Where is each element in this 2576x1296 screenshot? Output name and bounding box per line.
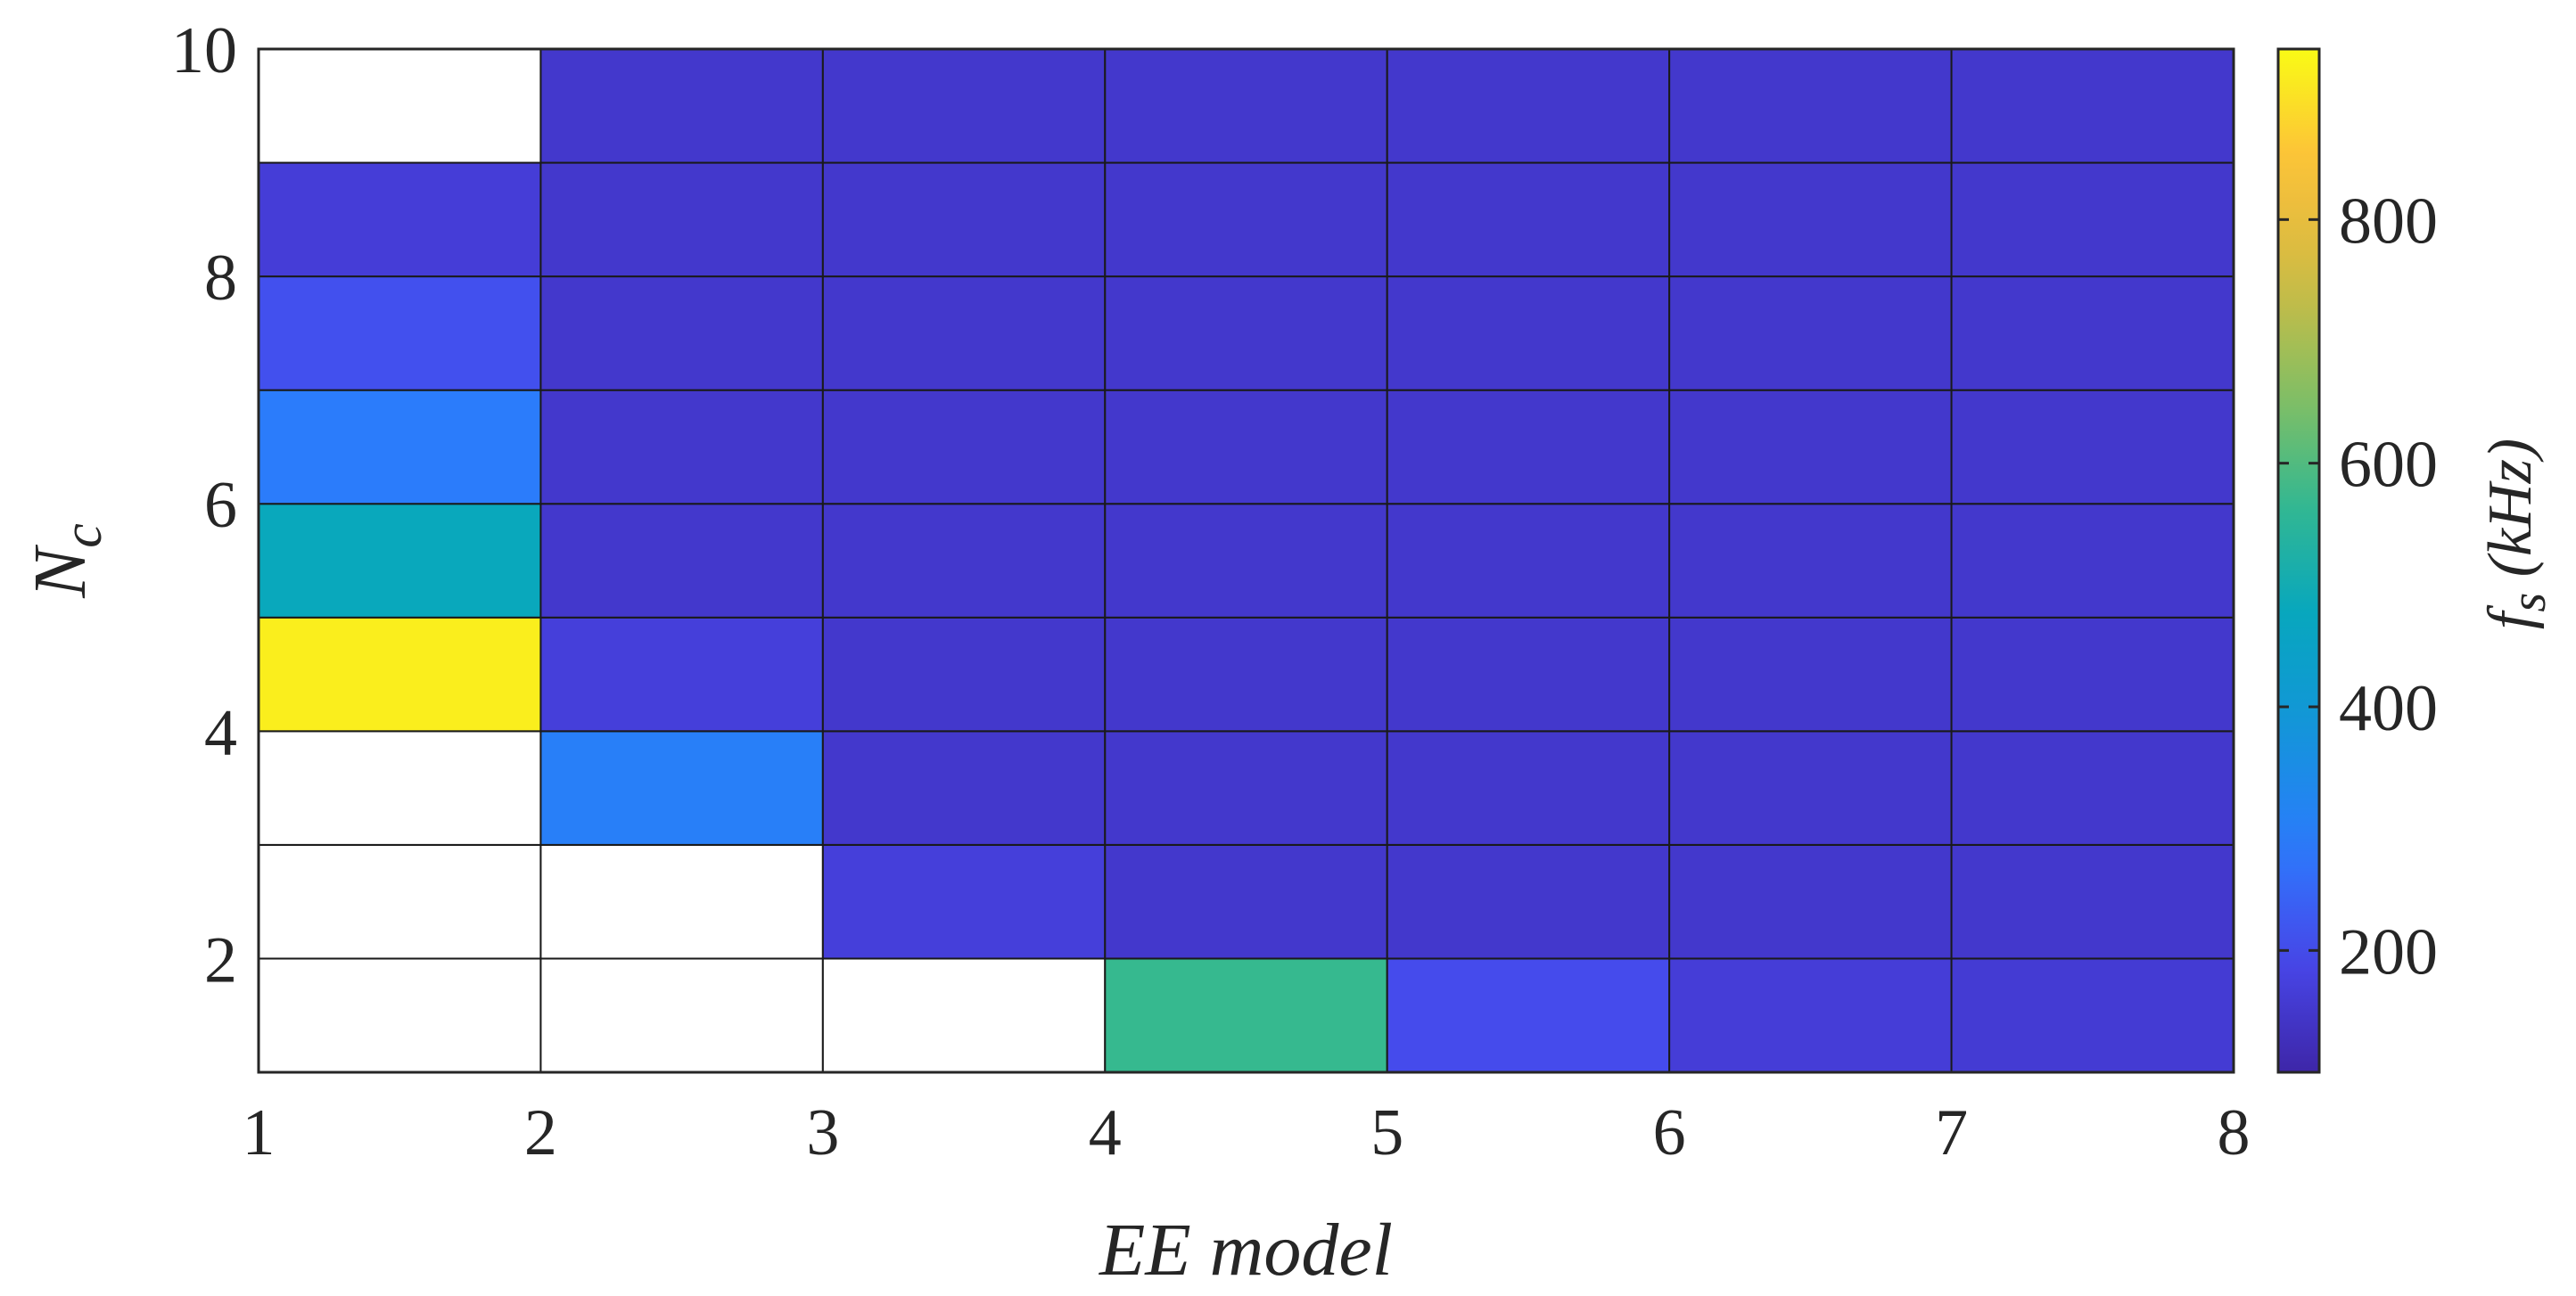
- heatmap-cell: [258, 389, 542, 505]
- heatmap-cell: [1950, 389, 2235, 505]
- heatmap-cell: [1386, 161, 1671, 278]
- y-tick-label: 6: [204, 469, 237, 542]
- y-tick-label: 4: [204, 696, 237, 769]
- heatmap-cell: [1668, 48, 1953, 164]
- heatmap-cell: [1104, 161, 1388, 278]
- heatmap-cell: [1668, 275, 1953, 391]
- heatmap-cell: [1386, 503, 1671, 619]
- y-tick-label: 8: [204, 242, 237, 315]
- colorbar-tick-label: 800: [2339, 185, 2438, 258]
- heatmap-cell: [1386, 48, 1671, 164]
- heatmap-cell: [539, 48, 824, 164]
- heatmap-cell: [1668, 503, 1953, 619]
- x-tick-label: 5: [1370, 1096, 1403, 1169]
- plot-frame: [257, 47, 2235, 1074]
- heatmap-cell: [1104, 843, 1388, 960]
- heatmap-cell: [1950, 957, 2235, 1074]
- heatmap-cell: [258, 616, 542, 733]
- y-axis-title: Nc: [19, 523, 113, 599]
- heatmap-cell: [539, 389, 824, 505]
- heatmap-cell: [1668, 957, 1953, 1074]
- heatmap-cell: [539, 843, 824, 960]
- heatmap-cell: [1668, 616, 1953, 733]
- heatmap-cells: [258, 48, 2235, 1074]
- colorbar-ticks: 200 400 600 800: [2278, 185, 2438, 988]
- heatmap-cell: [1668, 161, 1953, 278]
- heatmap-cell: [539, 957, 824, 1074]
- heatmap-cell: [821, 957, 1107, 1074]
- x-tick-label: 8: [2218, 1096, 2251, 1169]
- y-tick-label: 10: [171, 14, 237, 87]
- heatmap-cell: [821, 616, 1107, 733]
- heatmap-cell: [1668, 730, 1953, 846]
- colorbar: [2276, 47, 2321, 1074]
- heatmap-cell: [258, 161, 542, 278]
- heatmap-cell: [1668, 843, 1953, 960]
- heatmap-cell: [1950, 161, 2235, 278]
- heatmap-cell: [258, 503, 542, 619]
- heatmap-cell: [1104, 389, 1388, 505]
- heatmap-cell: [1668, 389, 1953, 505]
- heatmap-cell: [1386, 616, 1671, 733]
- colorbar-tick-label: 600: [2339, 429, 2438, 502]
- x-axis-ticks: 1 2 3 4 5 6 7 8: [243, 1096, 2251, 1169]
- heatmap-cell: [821, 48, 1107, 164]
- heatmap-cell: [539, 503, 824, 619]
- heatmap-cell: [1950, 275, 2235, 391]
- y-axis-title-subscript: c: [53, 523, 113, 548]
- heatmap-cell: [1950, 48, 2235, 164]
- heatmap-cell: [821, 730, 1107, 846]
- heatmap-cell: [821, 843, 1107, 960]
- heatmap-cell: [1386, 275, 1671, 391]
- heatmap-cell: [539, 275, 824, 391]
- heatmap-cell: [1950, 616, 2235, 733]
- heatmap-cell: [821, 275, 1107, 391]
- heatmap-cell: [258, 48, 542, 164]
- heatmap-cell: [258, 957, 542, 1074]
- x-tick-label: 7: [1935, 1096, 1968, 1169]
- x-axis-title: EE model: [1099, 1209, 1393, 1292]
- heatmap-cell: [539, 616, 824, 733]
- heatmap-cell: [1104, 48, 1388, 164]
- heatmap-cell: [1104, 957, 1388, 1074]
- x-tick-label: 2: [524, 1096, 557, 1169]
- heatmap-cell: [821, 389, 1107, 505]
- colorbar-tick-label: 200: [2339, 915, 2438, 988]
- heatmap-cell: [539, 161, 824, 278]
- heatmap-cell: [1104, 275, 1388, 391]
- heatmap-cell: [1950, 843, 2235, 960]
- colorbar-title-unit: (kHz): [2476, 439, 2545, 593]
- heatmap-cell: [258, 843, 542, 960]
- colorbar-tick-label: 400: [2339, 672, 2438, 745]
- heatmap-cell: [821, 503, 1107, 619]
- heatmap-cell: [258, 275, 542, 391]
- x-tick-label: 6: [1653, 1096, 1686, 1169]
- heatmap-cell: [1950, 730, 2235, 846]
- heatmap-cell: [258, 730, 542, 846]
- y-axis-title-main: N: [19, 545, 102, 599]
- heatmap-cell: [539, 730, 824, 846]
- colorbar-title-subscript: s: [2501, 593, 2556, 612]
- heatmap-cell: [1104, 730, 1388, 846]
- heatmap-cell: [1386, 389, 1671, 505]
- heatmap-cell: [1386, 843, 1671, 960]
- colorbar-title: fs (kHz): [2476, 439, 2556, 629]
- heatmap-cell: [821, 161, 1107, 278]
- heatmap-cell: [1386, 957, 1671, 1074]
- heatmap-cell: [1104, 503, 1388, 619]
- x-tick-label: 1: [243, 1096, 276, 1169]
- y-tick-label: 2: [204, 923, 237, 997]
- y-axis-ticks: 2 4 6 8 10: [171, 14, 237, 997]
- heatmap-cell: [1386, 730, 1671, 846]
- heatmap-cell: [1950, 503, 2235, 619]
- x-tick-label: 4: [1089, 1096, 1122, 1169]
- x-tick-label: 3: [806, 1096, 839, 1169]
- heatmap-cell: [1104, 616, 1388, 733]
